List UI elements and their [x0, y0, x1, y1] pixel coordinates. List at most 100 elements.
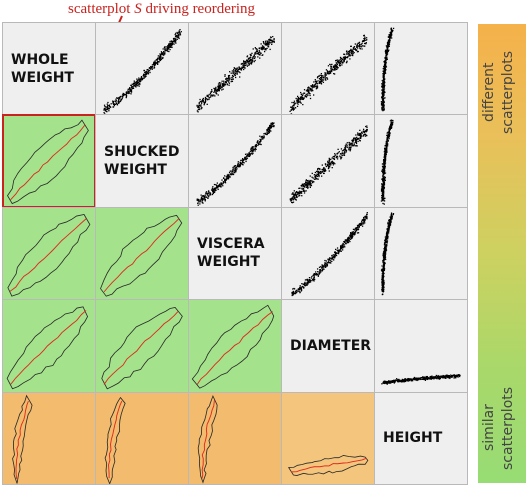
scatter-point: [242, 64, 244, 67]
scatter-point: [161, 51, 163, 54]
scatter-point: [314, 80, 317, 83]
scatter-point: [382, 170, 384, 172]
scatter-point: [135, 82, 137, 84]
scatter-point: [389, 36, 391, 38]
scatter-point: [222, 183, 224, 185]
scatter-point: [302, 183, 304, 186]
scatter-point: [384, 61, 386, 63]
density-cell[interactable]: [2, 206, 96, 301]
scatter-point: [394, 379, 397, 381]
diagonal-cell: VISCERA WEIGHT: [188, 206, 282, 301]
scatter-point: [316, 83, 319, 85]
scatter-point: [382, 94, 385, 97]
scatter-point: [384, 166, 386, 168]
scatter-point: [215, 92, 217, 95]
scatter-point: [299, 284, 301, 287]
scatterplot-cell[interactable]: [374, 114, 468, 208]
scatter-point: [393, 381, 395, 383]
scatter-point: [303, 97, 305, 100]
scatter-point: [304, 185, 306, 188]
density-cell[interactable]: [188, 391, 282, 485]
scatter-point: [330, 66, 333, 68]
scatter-point: [382, 103, 385, 105]
scatter-point: [324, 75, 326, 77]
density-cell[interactable]: [281, 391, 375, 485]
density-cell[interactable]: [95, 391, 189, 485]
scatterplot-cell[interactable]: [281, 114, 375, 208]
scatterplot-cell[interactable]: [374, 22, 468, 116]
scatter-point: [310, 277, 312, 279]
scatter-point: [197, 111, 199, 113]
scatter-point: [121, 94, 124, 96]
similarity-colorbar: [478, 24, 526, 483]
scatter-point: [292, 198, 294, 200]
scatter-point: [125, 93, 127, 96]
density-cell[interactable]: [2, 391, 96, 485]
scatter-point: [453, 375, 455, 377]
scatter-point: [356, 137, 358, 139]
scatter-point: [156, 58, 159, 60]
density-cell[interactable]: [188, 299, 282, 393]
scatter-point: [330, 164, 332, 167]
scatter-point: [383, 167, 385, 170]
scatter-point: [383, 107, 385, 109]
scatter-point: [385, 149, 387, 151]
density-cell[interactable]: [95, 299, 189, 393]
scatter-point: [337, 67, 339, 69]
scatter-point: [291, 294, 293, 296]
scatter-point: [292, 196, 295, 199]
scatterplot-cell[interactable]: [188, 22, 282, 116]
scatter-point: [147, 72, 149, 74]
scatter-point: [293, 198, 296, 200]
scatter-point: [300, 192, 302, 194]
scatter-point: [317, 273, 319, 275]
scatter-point: [302, 189, 305, 191]
scatter-point: [356, 224, 359, 226]
scatter-point: [390, 212, 393, 214]
scatter-point: [350, 45, 352, 47]
scatter-point: [312, 89, 314, 92]
scatter-point: [391, 381, 394, 384]
scatter-point: [293, 101, 295, 104]
scatter-point: [448, 376, 451, 378]
density-cell[interactable]: [2, 114, 96, 208]
scatter-point: [325, 262, 327, 264]
scatterplot-cell[interactable]: [281, 206, 375, 301]
scatter-point: [230, 72, 232, 74]
scatter-point: [292, 290, 294, 292]
scatterplot-cell[interactable]: [374, 206, 468, 301]
density-cell[interactable]: [95, 206, 189, 301]
density-cell[interactable]: [2, 299, 96, 393]
scatter-point: [308, 91, 310, 93]
scatter-point: [383, 109, 385, 111]
scatterplot-cell[interactable]: [95, 22, 189, 116]
scatter-point: [324, 259, 326, 261]
scatter-point: [304, 282, 307, 285]
scatter-point: [361, 45, 364, 47]
contour-ridge: [103, 311, 179, 385]
scatter-point: [382, 198, 384, 201]
scatter-point: [345, 239, 347, 241]
scatterplot-cell[interactable]: [374, 299, 468, 393]
scatterplot-cell[interactable]: [281, 22, 375, 116]
scatter-point: [122, 94, 125, 97]
scatter-point: [298, 195, 300, 198]
scatter-point: [355, 138, 357, 140]
scatter-point: [356, 132, 359, 135]
scatter-point: [300, 102, 302, 104]
scatter-point: [385, 241, 387, 243]
scatter-point: [388, 131, 390, 133]
scatter-point: [447, 377, 449, 379]
scatter-point: [384, 149, 386, 151]
scatter-point: [386, 134, 389, 137]
scatterplot-cell[interactable]: [188, 114, 282, 208]
scatter-point: [130, 90, 132, 92]
scatter-point: [290, 200, 292, 202]
scatter-point: [159, 54, 162, 56]
scatter-point: [325, 73, 327, 75]
diagonal-cell: SHUCKED WEIGHT: [95, 114, 189, 208]
scatter-point: [332, 163, 334, 165]
scatter-point: [236, 72, 238, 74]
scatter-point: [335, 66, 337, 69]
scatter-point: [382, 85, 384, 87]
